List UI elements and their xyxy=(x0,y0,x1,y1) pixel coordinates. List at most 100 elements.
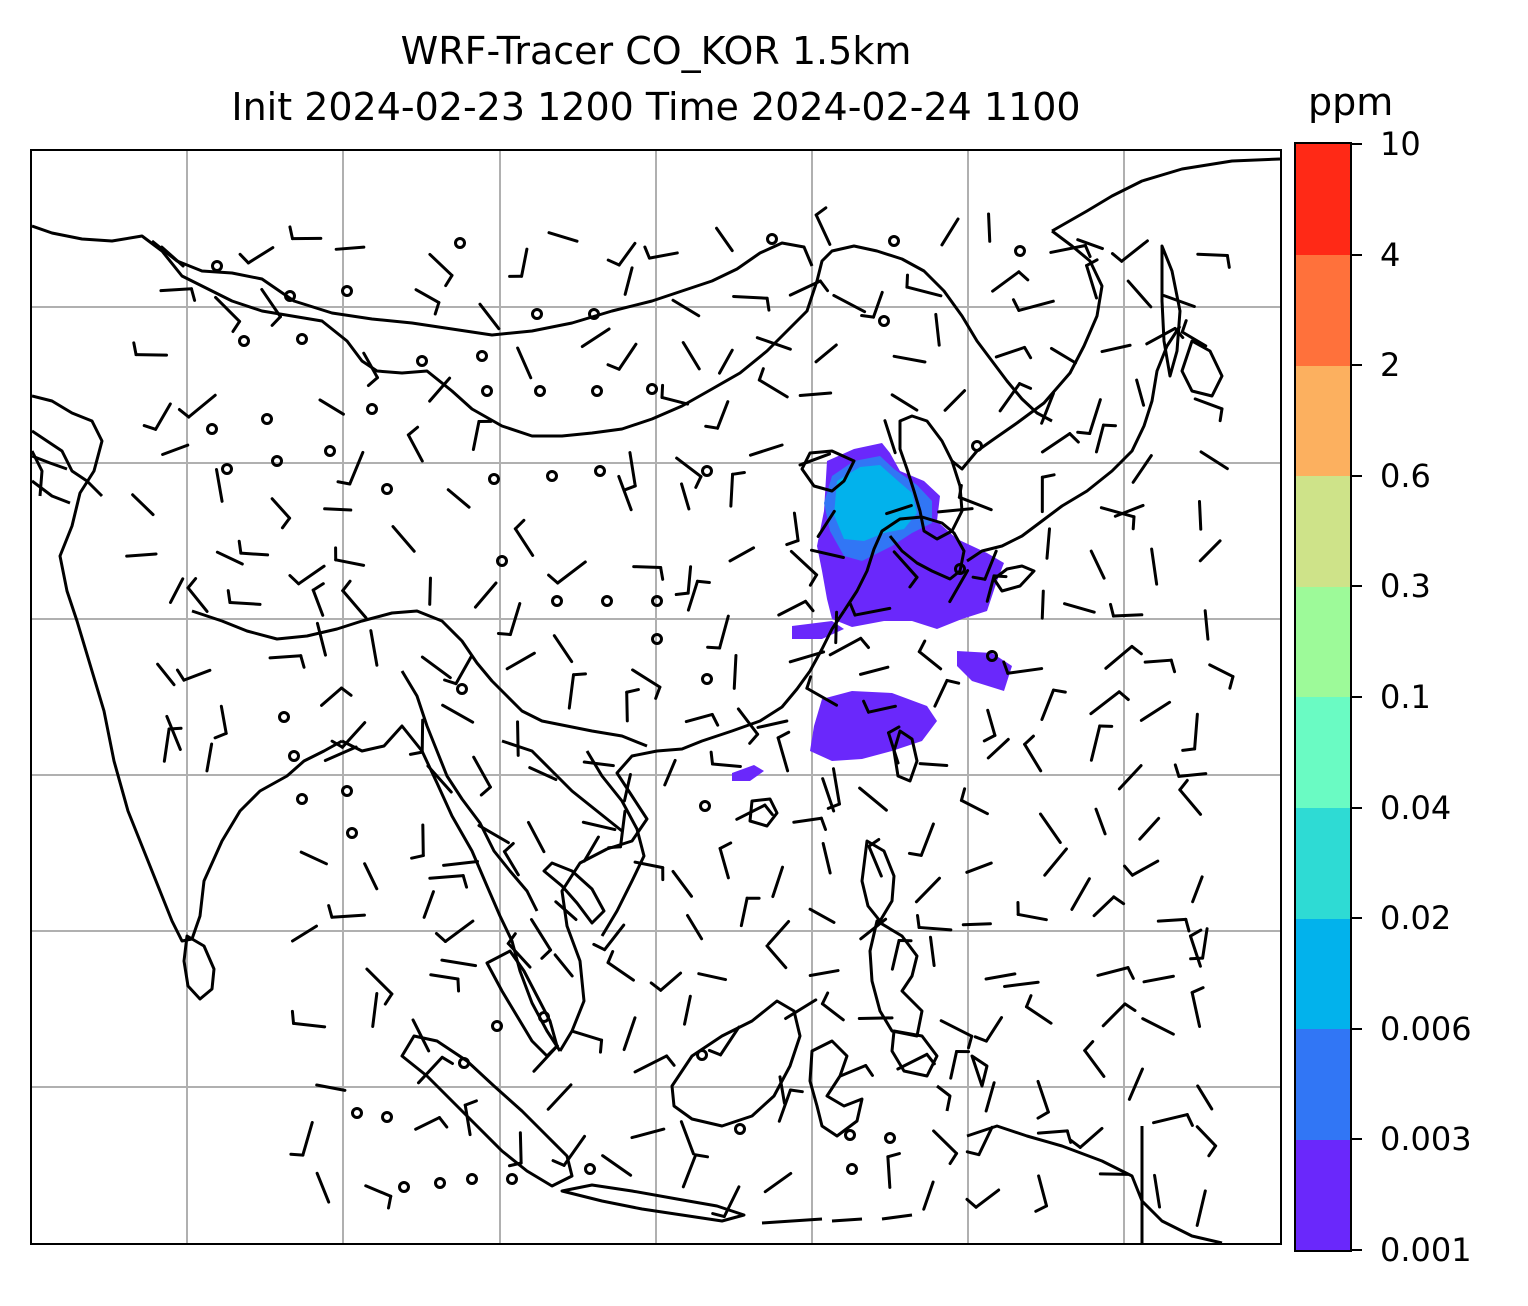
wind-barb xyxy=(582,835,600,863)
wind-barb xyxy=(546,1083,573,1111)
colorbar-segment xyxy=(1296,475,1350,587)
wind-barb xyxy=(408,718,425,756)
hokkaido xyxy=(1180,339,1224,398)
colorbar-tick-label: 10 xyxy=(1380,125,1421,163)
wind-barb xyxy=(429,973,461,993)
wind-barb xyxy=(671,298,701,318)
wind-barb xyxy=(311,582,325,617)
sri-lanka xyxy=(182,934,216,1001)
wind-calm-marker xyxy=(844,1129,856,1141)
colorbar-tick-label: 2 xyxy=(1380,346,1401,385)
wind-barb xyxy=(547,231,579,243)
wind-calm-marker xyxy=(546,470,558,482)
wind-barb xyxy=(473,581,498,609)
wind-barb xyxy=(1180,319,1208,348)
wind-calm-marker xyxy=(701,673,713,685)
plume-south-coast xyxy=(732,765,764,781)
myanmar-thailand-border xyxy=(400,670,623,912)
wind-barb xyxy=(890,393,919,412)
wind-barb xyxy=(315,1083,347,1092)
wind-barb xyxy=(214,295,242,333)
wind-barb xyxy=(984,1081,996,1113)
wind-calm-marker xyxy=(734,1123,746,1135)
philippines-visayas xyxy=(868,919,924,1038)
wind-barb xyxy=(816,509,836,538)
plume-korea-strip xyxy=(957,651,1012,691)
wind-barb xyxy=(1002,660,1044,675)
wind-barb xyxy=(748,443,784,457)
wind-calm-marker xyxy=(341,785,353,797)
wind-calm-marker xyxy=(416,355,428,367)
wind-barb xyxy=(1002,980,1040,988)
wind-calm-marker xyxy=(341,285,353,297)
wind-barb xyxy=(649,971,683,992)
wind-calm-marker xyxy=(588,308,600,320)
colorbar-segment xyxy=(1296,697,1350,809)
wind-barb xyxy=(821,777,836,813)
wind-calm-marker xyxy=(696,1049,708,1061)
wind-calm-marker xyxy=(1014,245,1026,257)
wind-barb xyxy=(371,991,379,1028)
wind-calm-marker xyxy=(221,463,233,475)
wind-barb xyxy=(883,419,897,455)
wind-barb xyxy=(1094,807,1107,836)
wind-barb xyxy=(839,1064,874,1078)
wind-barb xyxy=(937,507,974,514)
wind-calm-marker xyxy=(206,423,218,435)
wind-barb xyxy=(1162,294,1196,309)
wind-barb xyxy=(663,758,677,787)
wind-calm-marker xyxy=(398,1181,410,1193)
wind-barb xyxy=(169,577,185,604)
wind-barb xyxy=(472,755,492,797)
wind-barb xyxy=(709,750,742,768)
wind-barb xyxy=(125,552,158,558)
wind-barb xyxy=(334,546,366,567)
colorbar-segment xyxy=(1296,807,1350,919)
wind-calm-marker xyxy=(884,1132,896,1144)
indochina-coast xyxy=(558,610,846,1052)
wind-calm-marker xyxy=(651,595,663,607)
colorbar-tick-label: 0.02 xyxy=(1380,899,1452,938)
wind-barb xyxy=(414,288,441,316)
wind-barb xyxy=(434,919,475,943)
wind-calm-marker xyxy=(534,385,546,397)
wind-barb xyxy=(684,712,720,727)
wind-barb xyxy=(792,816,828,831)
wind-barb xyxy=(428,874,469,889)
wind-barb xyxy=(643,245,679,260)
wind-barb xyxy=(1023,734,1043,773)
wind-barb xyxy=(601,1154,633,1177)
wind-barb xyxy=(270,497,292,530)
wind-barb xyxy=(735,803,774,821)
wind-barb xyxy=(162,726,183,763)
wind-calm-marker xyxy=(238,335,250,347)
wind-barb xyxy=(934,312,941,347)
wind-barb xyxy=(1126,279,1153,309)
wind-barb xyxy=(1094,423,1117,454)
wind-barb xyxy=(1135,378,1146,407)
wind-barb xyxy=(426,764,453,794)
wind-barb xyxy=(606,241,637,267)
wind-barb xyxy=(805,675,839,707)
wind-barb xyxy=(808,969,840,977)
wind-barb xyxy=(341,579,368,620)
wind-barb xyxy=(717,348,734,375)
wind-barb xyxy=(809,548,845,559)
wind-barb xyxy=(1156,917,1191,933)
wind-barb xyxy=(788,279,830,297)
wind-barb xyxy=(1113,503,1145,518)
wind-barb xyxy=(1101,1002,1137,1028)
wind-barb xyxy=(526,820,546,854)
wind-barb xyxy=(798,452,832,467)
wind-barb xyxy=(299,850,328,866)
wind-barb xyxy=(1193,397,1224,423)
wind-barb xyxy=(532,1044,559,1073)
wind-barb xyxy=(213,704,228,740)
wind-barb xyxy=(391,525,416,553)
borneo xyxy=(670,999,802,1128)
wind-barb xyxy=(410,823,425,860)
wind-barb xyxy=(785,511,800,547)
wind-calm-marker xyxy=(454,237,466,249)
caspian-bits xyxy=(32,454,71,505)
wind-barb xyxy=(706,614,730,650)
